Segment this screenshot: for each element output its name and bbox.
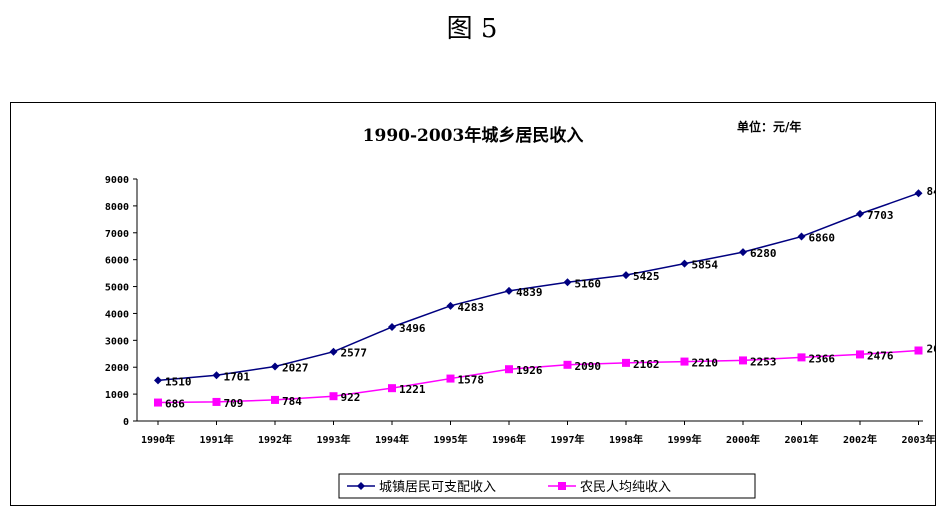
x-tick-label: 2001年: [784, 433, 818, 446]
data-point: [739, 356, 747, 365]
data-point: [446, 374, 455, 383]
y-tick-label: 9000: [105, 175, 129, 186]
legend-label-urban: 城镇居民可支配收入: [379, 480, 496, 495]
data-label: 2253: [750, 355, 777, 368]
data-point: [914, 189, 923, 198]
data-point: [271, 395, 279, 404]
x-tick-label: 1990年: [141, 433, 175, 446]
data-label: 5160: [575, 277, 602, 290]
data-label: 4283: [458, 301, 485, 314]
line-chart: 1990-2003年城乡居民收入 单位：元/年 0 1000 2000 3000 400…: [105, 119, 936, 499]
legend: 城镇居民可支配收入 农民人均纯收入: [338, 473, 756, 499]
data-label: 2476: [867, 349, 894, 362]
data-point: [797, 353, 806, 362]
y-ticks: 0 1000 2000 3000 4000 5000 6000 7000 8000 9000: [105, 175, 137, 428]
data-point: [212, 371, 221, 380]
data-label: 2210: [692, 357, 719, 370]
y-tick-label: 8000: [105, 202, 129, 213]
data-label: 2027: [282, 361, 309, 374]
data-point: [271, 362, 279, 371]
data-label: 1701: [224, 370, 251, 383]
x-tick-label: 1998年: [609, 433, 643, 446]
y-tick-label: 3000: [105, 336, 129, 347]
legend-box: [338, 473, 756, 499]
x-tick-label: 1999年: [667, 433, 701, 446]
y-tick-label: 0: [123, 417, 129, 428]
data-point: [154, 398, 162, 407]
x-tick-label: 2003年: [901, 433, 935, 446]
x-ticks: 1990年 1991年 1992年 1993年 1994年 1995年 1996年 1997年…: [141, 421, 935, 446]
data-point: [563, 278, 572, 287]
x-tick-label: 2000年: [726, 433, 760, 446]
data-label: 1510: [165, 375, 192, 388]
data-point: [329, 392, 338, 401]
data-point: [680, 259, 689, 268]
data-point: [388, 322, 396, 331]
x-tick-label: 1994年: [375, 433, 409, 446]
data-label: 5425: [633, 270, 660, 283]
data-label: 6280: [750, 247, 777, 260]
y-tick-label: 6000: [105, 256, 129, 267]
data-point: [739, 248, 747, 257]
data-label: 5854: [692, 259, 719, 272]
data-label: 6860: [809, 232, 836, 245]
data-point: [856, 209, 864, 218]
data-point: [622, 271, 630, 280]
data-point: [212, 397, 221, 406]
data-label: 7703: [867, 209, 894, 222]
figure-label: 图 5: [446, 14, 498, 44]
x-tick-label: 2002年: [843, 433, 877, 446]
x-tick-label: 1991年: [199, 433, 233, 446]
data-point: [797, 232, 806, 241]
data-label: 922: [341, 391, 361, 404]
unit-note: 单位：元/年: [737, 119, 801, 134]
data-label: 8472: [927, 185, 936, 198]
legend-marker-urban: [357, 482, 365, 490]
data-point: [505, 365, 513, 374]
chart-frame: 1990-2003年城乡居民收入 单位：元/年 0 1000 2000 3000 400…: [10, 102, 936, 506]
data-label: 2622: [927, 342, 936, 355]
data-point: [446, 301, 455, 310]
chart-title: 1990-2003年城乡居民收入: [363, 125, 584, 146]
data-label: 2162: [633, 358, 660, 371]
y-tick-label: 1000: [105, 390, 129, 401]
data-point: [914, 346, 923, 355]
data-point: [329, 347, 338, 356]
y-tick-label: 7000: [105, 229, 129, 240]
data-point: [856, 350, 864, 359]
data-label: 784: [282, 395, 302, 408]
series-line-1: [157, 349, 919, 404]
data-label: 2090: [575, 360, 602, 373]
data-label: 709: [224, 397, 244, 410]
data-point: [622, 358, 630, 367]
x-tick-label: 1997年: [550, 433, 584, 446]
legend-marker-rural: [558, 482, 566, 490]
data-label: 3496: [399, 322, 426, 335]
x-tick-label: 1995年: [433, 433, 467, 446]
y-tick-label: 4000: [105, 309, 129, 320]
data-point: [154, 376, 162, 385]
x-tick-label: 1992年: [258, 433, 292, 446]
data-point: [505, 286, 513, 295]
x-tick-label: 1993年: [316, 433, 350, 446]
legend-label-rural: 农民人均纯收入: [580, 480, 671, 495]
data-point: [680, 357, 689, 366]
data-label: 4839: [516, 286, 543, 299]
series-layer: 1510 1701 2027 2577 3496 4283 4839 5160 5425 5854…: [154, 185, 936, 411]
data-point: [563, 360, 572, 369]
data-label: 1221: [399, 383, 426, 396]
series-line-0: [157, 192, 919, 382]
data-label: 1578: [458, 374, 485, 387]
data-point: [388, 384, 396, 393]
data-label: 2577: [341, 347, 368, 360]
y-tick-label: 5000: [105, 283, 129, 294]
data-label: 1926: [516, 364, 543, 377]
x-tick-label: 1996年: [492, 433, 526, 446]
y-tick-label: 2000: [105, 363, 129, 374]
data-label: 686: [165, 398, 185, 411]
data-label: 2366: [809, 352, 836, 365]
